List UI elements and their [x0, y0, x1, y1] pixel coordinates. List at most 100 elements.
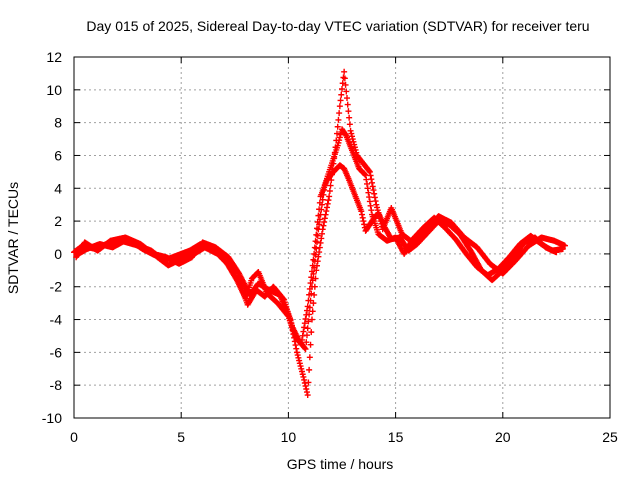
data-point — [366, 194, 373, 201]
data-point — [319, 226, 326, 233]
data-point — [336, 134, 343, 141]
series-track-c — [73, 68, 568, 399]
data-point — [313, 245, 320, 252]
data-point — [323, 204, 330, 211]
data-point — [308, 316, 315, 323]
data-point — [371, 194, 378, 201]
data-point — [362, 172, 369, 179]
data-point — [310, 270, 317, 277]
data-point — [350, 138, 357, 145]
data-point — [367, 202, 374, 209]
data-point — [321, 186, 328, 193]
data-point — [321, 219, 328, 226]
data-point — [361, 171, 368, 178]
data-point — [332, 144, 339, 151]
data-point — [303, 339, 310, 346]
chart-title: Day 015 of 2025, Sidereal Day-to-day VTE… — [86, 18, 589, 34]
y-tick-label: 6 — [54, 147, 62, 163]
data-point — [365, 189, 372, 196]
data-point — [371, 190, 378, 197]
data-point — [308, 274, 315, 281]
x-tick-label: 20 — [495, 429, 511, 445]
data-point — [342, 81, 349, 88]
data-point — [303, 332, 310, 339]
data-point — [316, 221, 323, 228]
data-point — [300, 328, 307, 335]
data-point — [333, 130, 340, 137]
data-point — [289, 327, 296, 334]
data-point — [374, 207, 381, 214]
data-point — [368, 176, 375, 183]
data-point — [308, 329, 315, 336]
data-point — [296, 357, 303, 364]
data-point — [287, 316, 294, 323]
data-point — [319, 196, 326, 203]
data-point — [288, 320, 295, 327]
data-point — [373, 201, 380, 208]
data-point — [304, 325, 311, 332]
y-tick-label: -2 — [50, 279, 63, 295]
data-point — [316, 249, 323, 256]
y-axis-label: SDTVAR / TECUs — [5, 182, 21, 294]
data-point — [360, 218, 367, 225]
data-point — [325, 197, 332, 204]
y-tick-label: 8 — [54, 115, 62, 131]
data-point — [338, 91, 345, 98]
data-point — [293, 349, 300, 356]
data-point — [309, 308, 316, 315]
y-tick-label: 10 — [46, 82, 62, 98]
data-point — [306, 311, 313, 318]
data-point — [315, 253, 322, 260]
x-tick-label: 0 — [70, 429, 78, 445]
data-point — [313, 262, 320, 269]
data-point — [298, 368, 305, 375]
data-point — [344, 101, 351, 108]
data-point — [311, 291, 318, 298]
data-point — [366, 167, 373, 174]
data-point — [301, 376, 308, 383]
data-point — [349, 136, 356, 143]
data-point — [335, 116, 342, 123]
data-point — [333, 137, 340, 144]
data-point — [322, 211, 329, 218]
data-point — [320, 222, 327, 229]
series-track-b — [75, 126, 566, 353]
y-tick-label: 4 — [54, 180, 62, 196]
data-point — [320, 191, 327, 198]
data-point — [351, 144, 358, 151]
y-tick-label: 2 — [54, 213, 62, 229]
data-point — [363, 176, 370, 183]
y-tick-label: -6 — [50, 344, 63, 360]
data-point — [296, 360, 303, 367]
data-point — [337, 131, 344, 138]
data-point — [348, 130, 355, 137]
data-point — [366, 198, 373, 205]
data-point — [358, 208, 365, 215]
data-point — [364, 180, 371, 187]
x-tick-label: 25 — [602, 429, 618, 445]
data-point — [301, 345, 308, 352]
data-point — [326, 188, 333, 195]
data-point — [295, 354, 302, 361]
data-point — [311, 283, 318, 290]
data-point — [345, 108, 352, 115]
data-point — [369, 179, 376, 186]
data-point — [300, 373, 307, 380]
data-point — [364, 185, 371, 192]
data-point — [302, 383, 309, 390]
data-point — [301, 320, 308, 327]
data-point — [326, 193, 333, 200]
data-point — [346, 121, 353, 128]
data-point — [293, 345, 300, 352]
data-point — [561, 242, 568, 249]
data-point — [314, 258, 321, 265]
data-point — [313, 267, 320, 274]
data-point — [351, 141, 358, 148]
data-point — [346, 114, 353, 121]
data-point — [305, 318, 312, 325]
y-tick-label: -10 — [42, 410, 62, 426]
data-point — [344, 95, 351, 102]
data-point — [303, 389, 310, 396]
data-point — [330, 160, 337, 167]
